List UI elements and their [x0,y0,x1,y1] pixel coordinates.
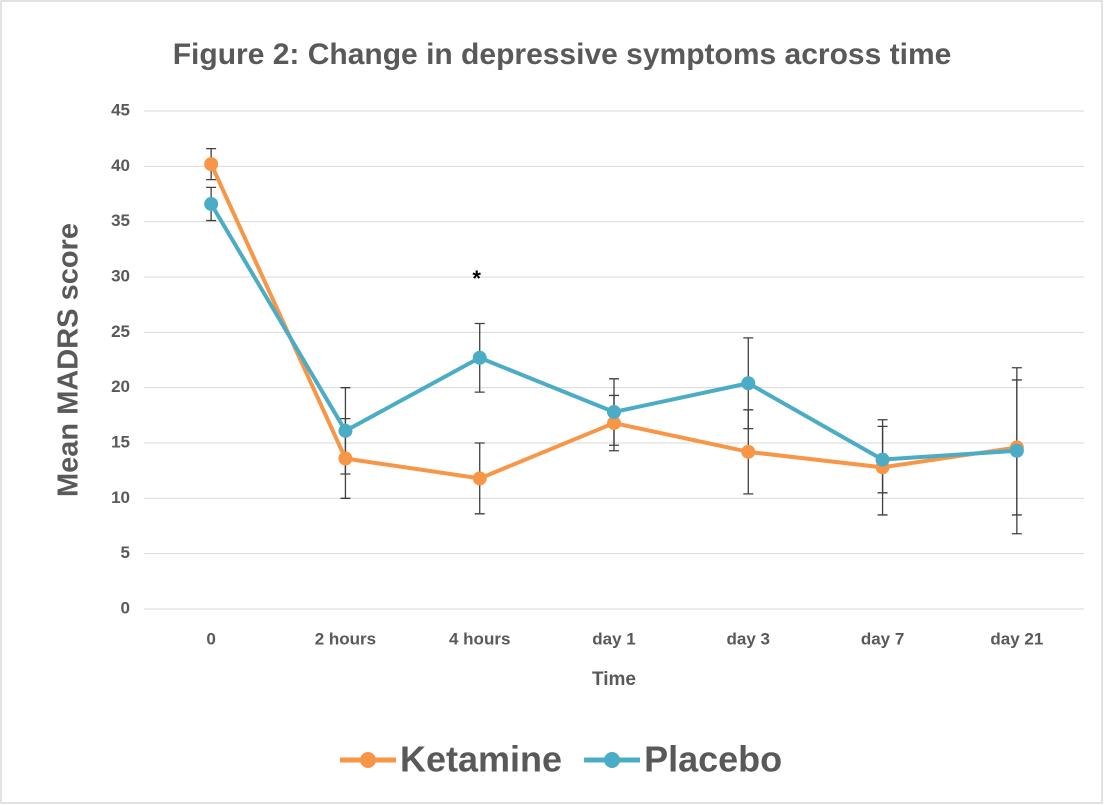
data-point [338,451,353,466]
chart-title: Figure 2: Change in depressive symptoms … [173,38,952,71]
annotation: * [472,266,481,291]
y-tick-label: 20 [111,377,130,396]
y-tick-label: 10 [111,488,130,507]
data-point [472,350,487,365]
y-tick-label: 25 [111,322,130,341]
x-axis-label: Time [592,669,636,690]
data-point [875,452,890,467]
data-point [472,471,487,486]
data-point [607,405,621,420]
y-axis-label: Mean MADRS score [53,223,85,497]
data-point [1009,443,1024,458]
data-point [204,196,219,211]
data-point [607,416,621,431]
y-tick-label: 0 [121,598,130,617]
x-tick-label: day 7 [861,629,904,648]
y-tick-label: 30 [111,266,130,285]
x-tick-label: 0 [206,629,215,648]
data-point [741,376,756,391]
x-tick-label: 4 hours [449,629,510,648]
x-tick-label: 2 hours [315,629,376,648]
legend-label: Placebo [644,739,782,780]
y-tick-label: 40 [111,156,130,175]
x-tick-label: day 1 [592,629,635,648]
y-tick-label: 45 [111,100,130,119]
y-tick-label: 35 [111,211,130,230]
legend-marker [360,752,376,768]
y-tick-label: 15 [111,432,130,451]
data-point [204,157,219,172]
legend-label: Ketamine [400,739,562,780]
data-point [741,444,756,459]
y-tick-label: 5 [121,543,130,562]
x-tick-label: day 21 [990,629,1043,648]
x-tick-label: day 3 [727,629,770,648]
legend-marker [604,752,621,768]
data-point [338,423,353,438]
